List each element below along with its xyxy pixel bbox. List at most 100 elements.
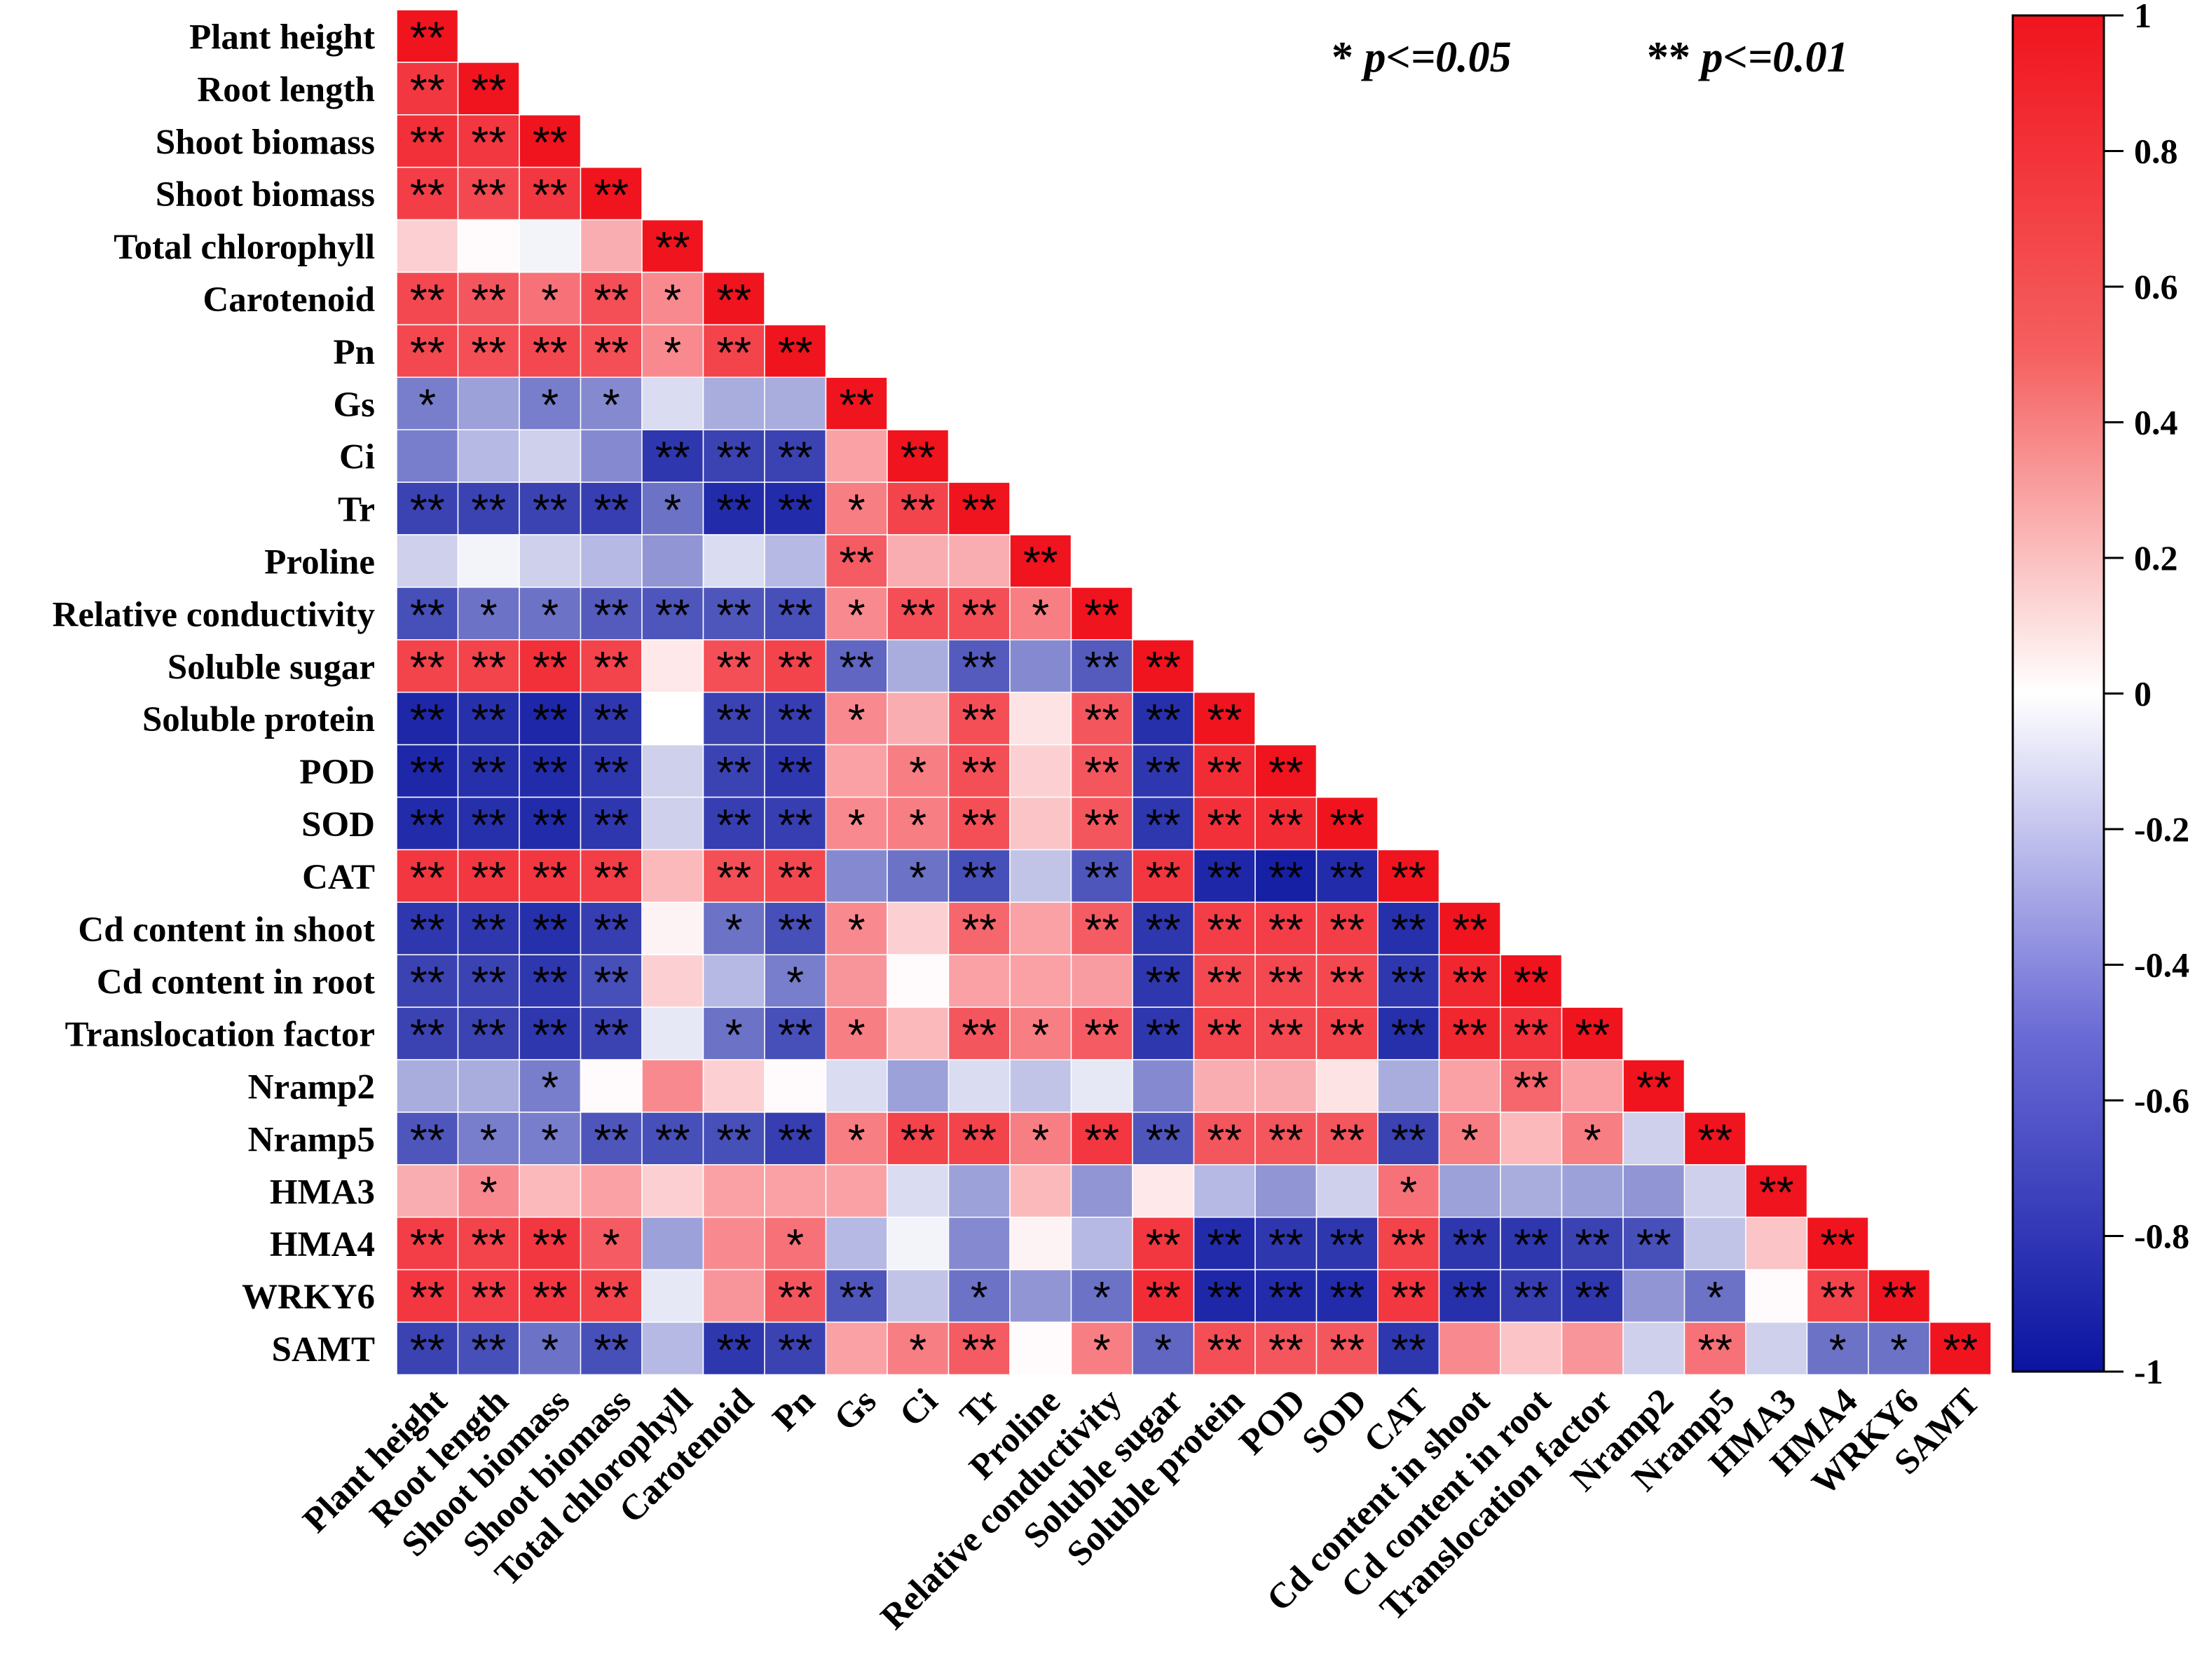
heatmap-cell bbox=[1254, 1269, 1318, 1323]
heatmap-cell bbox=[641, 744, 704, 798]
heatmap-cell bbox=[1438, 901, 1501, 955]
heatmap-cell bbox=[764, 482, 827, 535]
significance-marker: * bbox=[1032, 589, 1049, 640]
heatmap-cell bbox=[1315, 1321, 1379, 1376]
heatmap-cell bbox=[1500, 1321, 1563, 1376]
significance-marker: * bbox=[541, 275, 559, 325]
colorbar-ticks: 1 0.8 0.6 0.4 0.2 0 -0.2 -0.4 -0.6 -0.8 -1 bbox=[2104, 0, 2189, 1391]
heatmap-cell bbox=[457, 796, 520, 851]
legend-single-star-symbol: * bbox=[1332, 34, 1353, 81]
significance-marker: ** bbox=[1084, 747, 1119, 798]
significance-marker: ** bbox=[1391, 905, 1426, 955]
significance-marker: ** bbox=[962, 905, 997, 955]
heatmap-cell bbox=[887, 901, 950, 955]
significance-marker: ** bbox=[716, 327, 751, 378]
significance-marker: ** bbox=[1575, 1010, 1610, 1060]
significance-marker: ** bbox=[410, 1114, 445, 1165]
heatmap-cell bbox=[519, 429, 582, 483]
significance-marker: ** bbox=[471, 64, 506, 115]
heatmap-cell bbox=[457, 691, 520, 746]
significance-marker: ** bbox=[1575, 1220, 1610, 1270]
heatmap-cell bbox=[1070, 691, 1133, 746]
significance-marker: ** bbox=[1268, 1114, 1304, 1165]
significance-marker: ** bbox=[962, 747, 997, 798]
colorbar-tick-label: -0.8 bbox=[2134, 1217, 2189, 1256]
heatmap-cell bbox=[764, 1059, 827, 1113]
heatmap-cell bbox=[1500, 1164, 1563, 1218]
heatmap-cell bbox=[764, 1269, 827, 1323]
significance-marker: ** bbox=[533, 117, 568, 168]
significance-marker: ** bbox=[471, 117, 506, 168]
row-label: SAMT bbox=[272, 1330, 375, 1370]
heatmap-cell bbox=[825, 849, 888, 903]
row-label: Total chlorophyll bbox=[114, 228, 375, 267]
heatmap-cell bbox=[825, 1216, 888, 1271]
legend-single-star: * p<=0.05 bbox=[1332, 34, 1512, 81]
significance-marker: ** bbox=[655, 432, 690, 483]
significance-marker: ** bbox=[410, 485, 445, 535]
heatmap-cell bbox=[764, 1112, 827, 1166]
significance-marker: ** bbox=[1023, 537, 1058, 587]
row-label: Relative conductivity bbox=[53, 595, 375, 634]
heatmap-cell bbox=[1683, 1269, 1746, 1323]
significance-marker: ** bbox=[716, 275, 751, 325]
significance-marker: ** bbox=[1882, 1272, 1917, 1323]
heatmap-cell bbox=[396, 9, 459, 63]
heatmap-cell bbox=[825, 534, 888, 588]
heatmap-cell bbox=[641, 271, 704, 326]
significance-marker: ** bbox=[594, 747, 629, 798]
significance-marker: ** bbox=[533, 800, 568, 850]
heatmap-cells bbox=[396, 9, 1992, 1376]
significance-marker: * bbox=[725, 1010, 743, 1060]
row-label: Shoot biomass bbox=[156, 123, 375, 162]
heatmap-cell bbox=[1500, 954, 1563, 1008]
significance-marker: * bbox=[1154, 1325, 1172, 1375]
heatmap-cell bbox=[1561, 1059, 1624, 1113]
heatmap-cell bbox=[1009, 1269, 1072, 1323]
heatmap-cell bbox=[948, 1112, 1011, 1166]
heatmap-cell bbox=[764, 429, 827, 483]
heatmap-cell bbox=[1009, 1112, 1072, 1166]
column-label: Pn bbox=[765, 1381, 823, 1439]
significance-marker: ** bbox=[410, 905, 445, 955]
significance-marker: ** bbox=[1146, 1114, 1181, 1165]
heatmap-cell bbox=[1622, 1321, 1685, 1376]
significance-marker: ** bbox=[1329, 1010, 1365, 1060]
heatmap-cell bbox=[641, 901, 704, 955]
significance-marker: ** bbox=[471, 800, 506, 850]
significance-marker: * bbox=[1032, 1114, 1049, 1165]
heatmap-cell bbox=[1622, 1216, 1685, 1271]
heatmap-cell bbox=[764, 901, 827, 955]
significance-marker: * bbox=[480, 1114, 498, 1165]
significance-marker: * bbox=[848, 485, 866, 535]
significance-marker: ** bbox=[778, 905, 813, 955]
significance-marker: * bbox=[909, 852, 926, 903]
legend-double-star: ** p<=0.01 bbox=[1647, 34, 1849, 81]
heatmap-cell bbox=[396, 1059, 459, 1113]
significance-marker: * bbox=[1584, 1114, 1601, 1165]
significance-marker: * bbox=[848, 589, 866, 640]
heatmap-cell bbox=[1009, 744, 1072, 798]
significance-marker: * bbox=[786, 957, 804, 1008]
heatmap-cell bbox=[1377, 901, 1440, 955]
heatmap-cell bbox=[396, 62, 459, 116]
significance-marker: ** bbox=[1636, 1062, 1671, 1112]
heatmap-cell bbox=[641, 849, 704, 903]
heatmap-cell bbox=[948, 1216, 1011, 1271]
significance-marker: ** bbox=[716, 695, 751, 745]
significance-marker: ** bbox=[471, 852, 506, 903]
significance-marker: ** bbox=[594, 695, 629, 745]
significance-marker: ** bbox=[716, 1325, 751, 1375]
heatmap-cell bbox=[887, 1006, 950, 1060]
significance-marker: ** bbox=[1329, 1325, 1365, 1375]
heatmap-cell bbox=[825, 482, 888, 535]
row-label: Ci bbox=[339, 438, 375, 477]
heatmap-cell bbox=[1377, 954, 1440, 1008]
heatmap-cell bbox=[825, 429, 888, 483]
heatmap-cell bbox=[702, 271, 765, 326]
heatmap-cell bbox=[580, 534, 643, 588]
significance-marker: ** bbox=[1146, 1220, 1181, 1270]
significance-marker: ** bbox=[410, 1010, 445, 1060]
significance-marker: ** bbox=[901, 1114, 936, 1165]
significance-marker: ** bbox=[471, 1010, 506, 1060]
